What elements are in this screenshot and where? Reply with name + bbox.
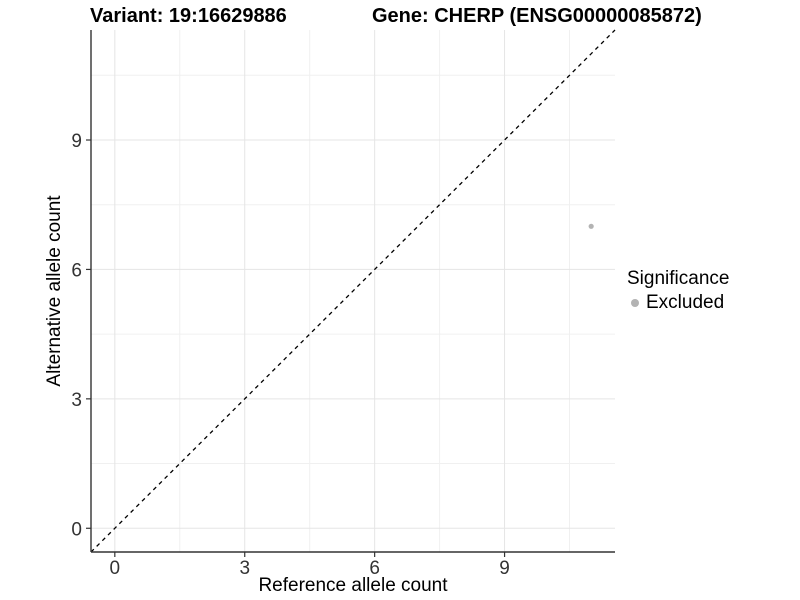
legend-title: Significance bbox=[627, 268, 730, 289]
x-tick-label: 0 bbox=[110, 558, 121, 579]
x-tick-label: 6 bbox=[369, 558, 380, 579]
data-point bbox=[588, 223, 594, 229]
y-axis-title: Alternative allele count bbox=[44, 195, 65, 387]
y-tick-label: 3 bbox=[71, 390, 82, 411]
legend: Significance Excluded bbox=[627, 268, 729, 314]
plot-title-variant: Variant: 19:16629886 bbox=[90, 5, 287, 27]
x-axis-title: Reference allele count bbox=[258, 575, 448, 596]
plot-title-gene: Gene: CHERP (ENSG00000085872) bbox=[372, 5, 702, 27]
identity-dashed-line bbox=[90, 29, 616, 553]
legend-entry-excluded: Excluded bbox=[627, 292, 729, 314]
y-tick-label: 0 bbox=[71, 519, 82, 540]
x-tick-label: 3 bbox=[239, 558, 250, 579]
x-tick-label: 9 bbox=[499, 558, 510, 579]
y-tick-label: 9 bbox=[71, 131, 82, 152]
y-tick-label: 6 bbox=[71, 260, 82, 281]
legend-point-swatch-icon bbox=[631, 299, 639, 307]
legend-entry-label: Excluded bbox=[646, 292, 725, 313]
